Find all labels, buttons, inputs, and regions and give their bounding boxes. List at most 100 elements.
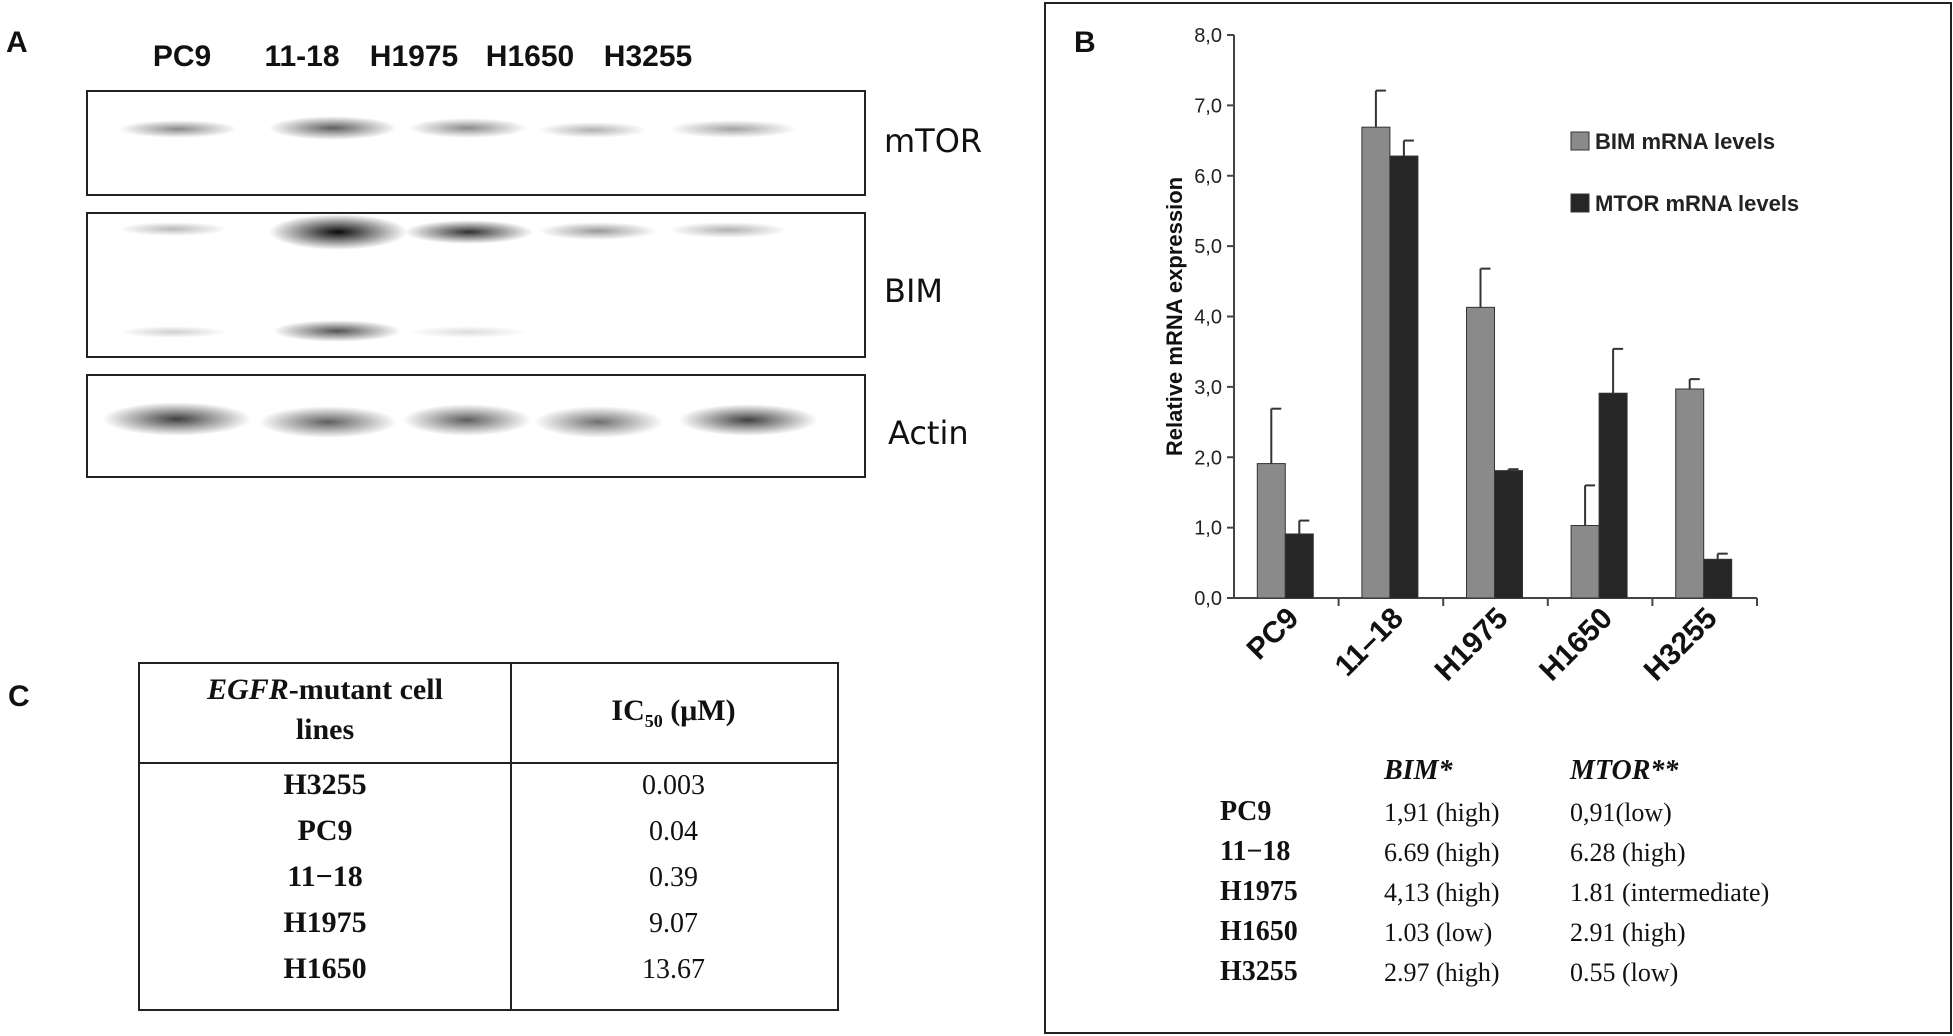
bar-mtor (1389, 155, 1419, 599)
band (408, 118, 528, 138)
legend-label-mtor: MTOR mRNA levels (1595, 191, 1799, 216)
y-tick-label: 6,0 (1194, 166, 1222, 188)
band (538, 122, 648, 138)
summary-row-line: 11−18 (1220, 836, 1291, 867)
header-ic-sub: 50 (644, 711, 663, 731)
panel-a-label: A (6, 26, 28, 59)
y-tick-label: 4,0 (1194, 307, 1222, 329)
ic50-row-line: H1975 (283, 906, 367, 939)
summary-row-bim: 1,91 (high) (1384, 798, 1500, 827)
blot-label-mtor: mTOR (884, 122, 983, 160)
summary-row-mtor: 0,91(low) (1570, 798, 1672, 827)
legend-swatch-bim (1570, 131, 1590, 151)
header-egfr: EGFR (207, 673, 289, 706)
summary-row-bim: 4,13 (high) (1384, 878, 1500, 907)
band (534, 406, 664, 438)
bar-bim (1466, 306, 1495, 599)
header-unit: (μM) (662, 694, 736, 727)
band (118, 222, 228, 236)
bar-bim (1570, 525, 1600, 599)
summary-row-line: PC9 (1220, 796, 1272, 827)
chart-axes: 0,0 1,0 2,0 3,0 4,0 5,0 6,0 7,0 8,0 Relative mRNA… (1162, 25, 1758, 688)
table-header-ic50: IC50 (μM) (510, 694, 837, 732)
blot-bim (86, 212, 866, 358)
bar-bim (1256, 463, 1286, 599)
x-tick-label: 11–18 (1329, 602, 1410, 683)
band (268, 214, 408, 250)
summary-header-bim: BIM* (1384, 755, 1453, 786)
blot-label-actin: Actin (888, 414, 969, 452)
y-tick-label: 1,0 (1194, 518, 1222, 540)
header-mutant-cell: -mutant cell (288, 673, 443, 706)
ic50-row-value: 13.67 (642, 954, 705, 985)
bar-mtor (1284, 533, 1314, 599)
panel-b-frame (1044, 2, 1952, 1034)
header-ic: IC (611, 694, 645, 727)
summary-row-mtor: 1.81 (intermediate) (1570, 878, 1770, 907)
bar-mtor (1598, 392, 1628, 599)
lane-label-h1975: H1975 (369, 40, 459, 73)
y-tick-label: 3,0 (1194, 377, 1222, 399)
lane-label-h3255: H3255 (603, 40, 693, 73)
summary-row-bim: 6.69 (high) (1384, 838, 1500, 867)
ic50-row-value: 0.39 (649, 862, 698, 893)
summary-row-line: H3255 (1220, 956, 1298, 987)
header-lines: lines (295, 713, 355, 746)
y-tick-label: 0,0 (1194, 588, 1222, 610)
ic50-row-line: H3255 (283, 768, 367, 801)
y-tick-label: 7,0 (1194, 95, 1222, 117)
x-tick-label: PC9 (1241, 602, 1306, 667)
summary-row-bim: 1.03 (low) (1384, 918, 1493, 947)
y-tick-label: 8,0 (1194, 25, 1222, 47)
panel-b-label: B (1074, 26, 1096, 59)
y-tick-label: 2,0 (1194, 447, 1222, 469)
band (404, 220, 534, 244)
panel-c-label: C (8, 680, 30, 713)
chart-legend: BIM mRNA levels MTOR mRNA levels (1570, 129, 1799, 216)
y-axis-label: Relative mRNA expression (1162, 177, 1187, 456)
bar-bim (1675, 388, 1705, 599)
chart-bars (1256, 89, 1733, 599)
ic50-row-line: PC9 (297, 814, 353, 847)
ic50-table: EGFR-mutant cell lines IC50 (μM) H3255 0.… (138, 662, 839, 1011)
y-tick-label: 5,0 (1194, 236, 1222, 258)
summary-row-mtor: 6.28 (high) (1570, 838, 1686, 867)
ic50-row-line: 11−18 (287, 860, 363, 893)
band (402, 404, 532, 436)
band (118, 120, 238, 138)
blot-mtor (86, 90, 866, 196)
x-tick-label: H1650 (1533, 602, 1619, 688)
band (538, 222, 658, 240)
bar-mtor (1494, 470, 1523, 599)
lane-label-11-18: 11-18 (264, 40, 340, 73)
ic50-row-value: 9.07 (649, 908, 698, 939)
band (678, 404, 818, 436)
ic50-row-line: H1650 (283, 952, 367, 985)
summary-row-bim: 2.97 (high) (1384, 958, 1500, 987)
table-header-cell-lines: EGFR-mutant cell lines (140, 670, 510, 750)
table-divider (140, 762, 837, 764)
band (668, 120, 798, 138)
ic50-row-value: 0.04 (649, 816, 698, 847)
summary-row-line: H1650 (1220, 916, 1298, 947)
legend-label-bim: BIM mRNA levels (1595, 129, 1775, 154)
x-tick-label: H1975 (1429, 602, 1515, 688)
band (272, 320, 402, 342)
lane-label-h1650: H1650 (485, 40, 575, 73)
table-divider (510, 664, 512, 1009)
bar-chart: 0,0 1,0 2,0 3,0 4,0 5,0 6,0 7,0 8,0 Relative mRNA… (1162, 25, 1799, 688)
lane-label-pc9: PC9 (152, 40, 212, 73)
blot-label-bim: BIM (884, 272, 943, 310)
summary-header-mtor: MTOR** (1570, 755, 1679, 786)
summary-row-mtor: 2.91 (high) (1570, 918, 1686, 947)
summary-row-line: H1975 (1220, 876, 1298, 907)
bar-mtor (1703, 558, 1733, 599)
summary-row-mtor: 0.55 (low) (1570, 958, 1679, 987)
blot-actin (86, 374, 866, 478)
band (102, 402, 252, 436)
ic50-row-value: 0.003 (642, 770, 705, 801)
band (408, 326, 528, 338)
band (258, 406, 398, 438)
legend-swatch-mtor (1570, 193, 1590, 213)
bar-bim (1361, 126, 1391, 599)
